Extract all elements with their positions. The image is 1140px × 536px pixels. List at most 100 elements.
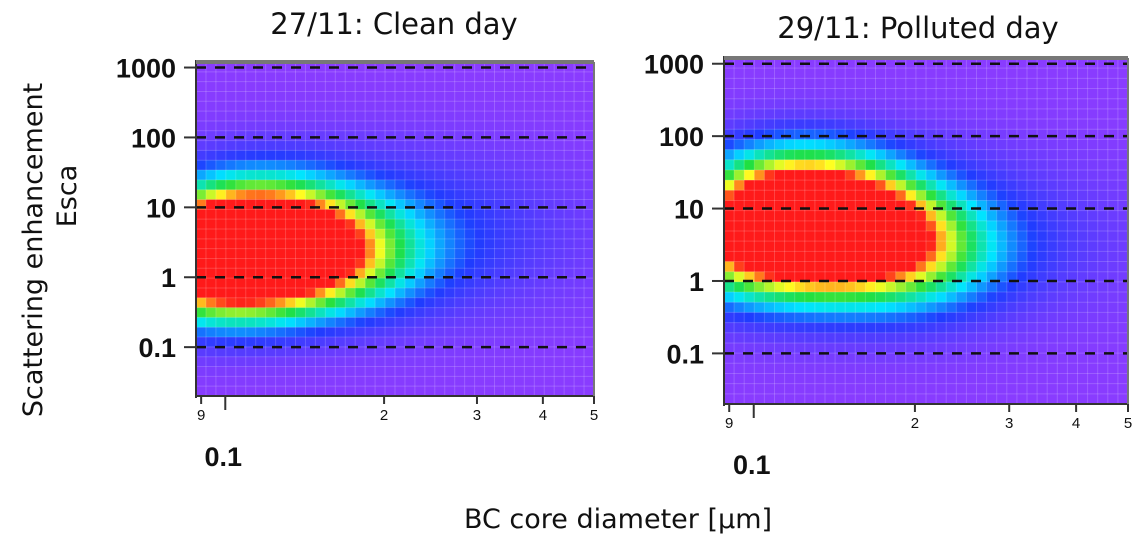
heatmap-cell: [926, 261, 937, 273]
heatmap-cell: [265, 307, 277, 319]
heatmap-cell: [835, 281, 846, 293]
heatmap-cell: [404, 219, 416, 230]
heatmap-cell: [295, 386, 307, 397]
heatmap-cell: [315, 91, 326, 102]
heatmap-cell: [534, 386, 545, 397]
heatmap-cell: [875, 68, 887, 79]
heatmap-cell: [315, 71, 326, 83]
heatmap-cell: [784, 149, 796, 161]
heatmap-cell: [275, 337, 287, 348]
heatmap-cell: [936, 332, 947, 344]
heatmap-cell: [295, 81, 307, 93]
heatmap-cell: [825, 271, 836, 283]
heatmap-cell: [215, 111, 227, 122]
heatmap-cell: [764, 108, 776, 120]
heatmap-cell: [375, 199, 386, 210]
heatmap-cell: [494, 160, 506, 171]
heatmap-cell: [385, 376, 396, 387]
heatmap-cell: [814, 149, 826, 161]
heatmap-cell: [196, 376, 207, 387]
heatmap-cell: [255, 179, 267, 191]
heatmap-cell: [1057, 159, 1068, 171]
heatmap-cell: [504, 199, 515, 210]
heatmap-cell: [285, 386, 297, 397]
heatmap-cell: [365, 101, 376, 112]
heatmap-cell: [865, 373, 877, 385]
heatmap-cell: [305, 111, 316, 122]
heatmap-cell: [915, 139, 927, 151]
heatmap-cell: [885, 342, 897, 354]
heatmap-cell: [355, 258, 366, 269]
heatmap-cell: [504, 140, 515, 152]
heatmap-cell: [835, 342, 846, 354]
heatmap-cell: [956, 332, 967, 344]
heatmap-cell: [534, 160, 545, 171]
heatmap-cell: [265, 258, 277, 269]
heatmap-cell: [434, 307, 446, 319]
heatmap-cell: [845, 78, 856, 90]
heatmap-cell: [976, 190, 988, 202]
heatmap-cell: [1037, 342, 1048, 354]
heatmap-cell: [325, 238, 336, 250]
heatmap-cell: [754, 363, 765, 375]
heatmap-cell: [245, 62, 257, 73]
heatmap-cell: [885, 159, 897, 171]
heatmap-cell: [1117, 108, 1129, 120]
heatmap-cell: [764, 302, 776, 314]
heatmap-cell: [956, 322, 967, 334]
heatmap-cell: [285, 317, 297, 328]
heatmap-cell: [885, 169, 897, 181]
heatmap-cell: [574, 238, 585, 250]
heatmap-cell: [454, 219, 466, 230]
heatmap-cell: [295, 140, 307, 152]
heatmap-cell: [245, 179, 257, 191]
heatmap-cell: [764, 292, 776, 303]
heatmap-cell: [1006, 281, 1018, 293]
heatmap-cell: [395, 238, 406, 250]
heatmap-cell: [855, 373, 866, 385]
heatmap-cell: [905, 190, 917, 202]
heatmap-cell: [966, 78, 978, 90]
heatmap-cell: [986, 261, 998, 273]
heatmap-cell: [1107, 190, 1119, 202]
heatmap-cell: [1037, 373, 1048, 385]
heatmap-cell: [464, 140, 476, 152]
heatmap-cell: [926, 373, 937, 385]
heatmap-cell: [774, 58, 786, 69]
heatmap-cell: [875, 373, 887, 385]
heatmap-cell: [784, 68, 796, 79]
heatmap-cell: [554, 170, 565, 181]
heatmap-cell: [1097, 231, 1109, 242]
heatmap-cell: [564, 101, 575, 112]
heatmap-cell: [554, 287, 565, 299]
heatmap-cell: [976, 159, 988, 171]
heatmap-cell: [794, 261, 806, 273]
heatmap-cell: [804, 271, 816, 283]
heatmap-cell: [764, 88, 776, 100]
heatmap-cell: [315, 150, 326, 161]
heatmap-cell: [564, 170, 575, 181]
heatmap-cell: [514, 317, 525, 328]
heatmap-cell: [325, 317, 336, 328]
heatmap-cell: [986, 180, 998, 191]
heatmap-cell: [245, 91, 257, 102]
heatmap-cell: [825, 220, 836, 232]
heatmap-cell: [905, 78, 917, 90]
heatmap-cell: [865, 363, 877, 375]
heatmap-cell: [1077, 210, 1089, 222]
heatmap-cell: [414, 258, 426, 269]
heatmap-cell: [414, 160, 426, 171]
heatmap-cell: [885, 78, 897, 90]
heatmap-cell: [554, 120, 565, 132]
heatmap-cell: [245, 366, 257, 377]
heatmap-cell: [255, 229, 267, 240]
heatmap-cell: [734, 393, 745, 405]
heatmap-cell: [835, 169, 846, 181]
heatmap-cell: [744, 210, 755, 222]
heatmap-cell: [895, 98, 907, 110]
heatmap-cell: [1107, 271, 1119, 283]
heatmap-cell: [375, 327, 386, 338]
heatmap-cell: [345, 101, 356, 112]
heatmap-cell: [494, 317, 506, 328]
heatmap-cell: [754, 251, 765, 263]
